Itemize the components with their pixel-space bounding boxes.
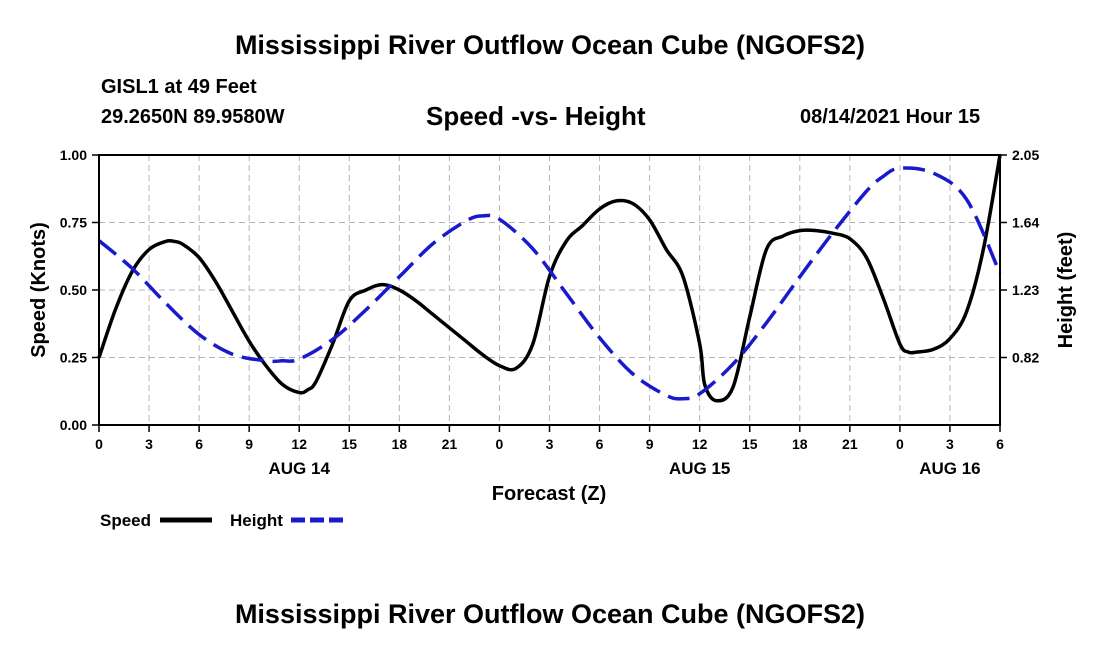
x-tick-label: 15 <box>742 436 758 452</box>
x-tick-label: 0 <box>95 436 103 452</box>
x-tick-label: 12 <box>291 436 307 452</box>
main-title: Mississippi River Outflow Ocean Cube (NG… <box>234 30 866 60</box>
x-tick-label: 9 <box>646 436 654 452</box>
y2-tick-label: 0.82 <box>1012 350 1039 366</box>
date-label: AUG 15 <box>669 459 730 478</box>
series-speed-line <box>97 154 1002 403</box>
footer-title: Mississippi River Outflow Ocean Cube (NG… <box>234 599 866 629</box>
forecast-datetime: 08/14/2021 Hour 15 <box>800 106 981 128</box>
chart-series <box>97 154 1002 403</box>
y2-tick-label: 1.23 <box>1012 282 1039 298</box>
y-tick-label: 1.00 <box>60 147 87 163</box>
chart-title: Speed -vs- Height <box>426 101 646 131</box>
legend-height-label: Height <box>230 511 283 530</box>
y2-tick-label: 1.64 <box>1012 215 1039 231</box>
x-tick-label: 15 <box>341 436 357 452</box>
x-tick-label: 3 <box>946 436 954 452</box>
chart-grid <box>99 155 1000 425</box>
x-tick-label: 18 <box>792 436 808 452</box>
x-tick-label: 0 <box>496 436 504 452</box>
y-axis-title: Speed (Knots) <box>28 222 50 358</box>
series-height-line <box>97 166 1002 401</box>
station-name: GISL1 at 49 Feet <box>101 76 257 98</box>
station-coordinates: 29.2650N 89.9580W <box>101 106 285 128</box>
x-tick-label: 0 <box>896 436 904 452</box>
x-axis-title: Forecast (Z) <box>492 483 606 505</box>
x-tick-label: 18 <box>392 436 408 452</box>
x-tick-label: 12 <box>692 436 708 452</box>
y2-tick-label: 2.05 <box>1012 147 1039 163</box>
x-tick-label: 21 <box>842 436 858 452</box>
y-tick-label: 0.50 <box>60 282 87 298</box>
chart-axes: 0 3 6 9 12 15 18 21 0 3 6 9 12 15 18 21 0 3 6 AUG 14 AUG 15 A… <box>60 147 1040 478</box>
x-tick-label: 21 <box>442 436 458 452</box>
x-tick-label: 3 <box>546 436 554 452</box>
x-tick-label: 3 <box>145 436 153 452</box>
date-label: AUG 16 <box>919 459 980 478</box>
y-tick-label: 0.00 <box>60 417 87 433</box>
x-tick-label: 6 <box>996 436 1004 452</box>
y-tick-label: 0.25 <box>60 350 87 366</box>
y2-axis-title: Height (feet) <box>1055 232 1077 349</box>
legend-speed-label: Speed <box>100 511 151 530</box>
date-label: AUG 14 <box>269 459 331 478</box>
x-tick-label: 9 <box>245 436 253 452</box>
x-tick-label: 6 <box>195 436 203 452</box>
y-tick-label: 0.75 <box>60 215 87 231</box>
x-tick-label: 6 <box>596 436 604 452</box>
chart-legend: Speed Height <box>100 511 343 530</box>
